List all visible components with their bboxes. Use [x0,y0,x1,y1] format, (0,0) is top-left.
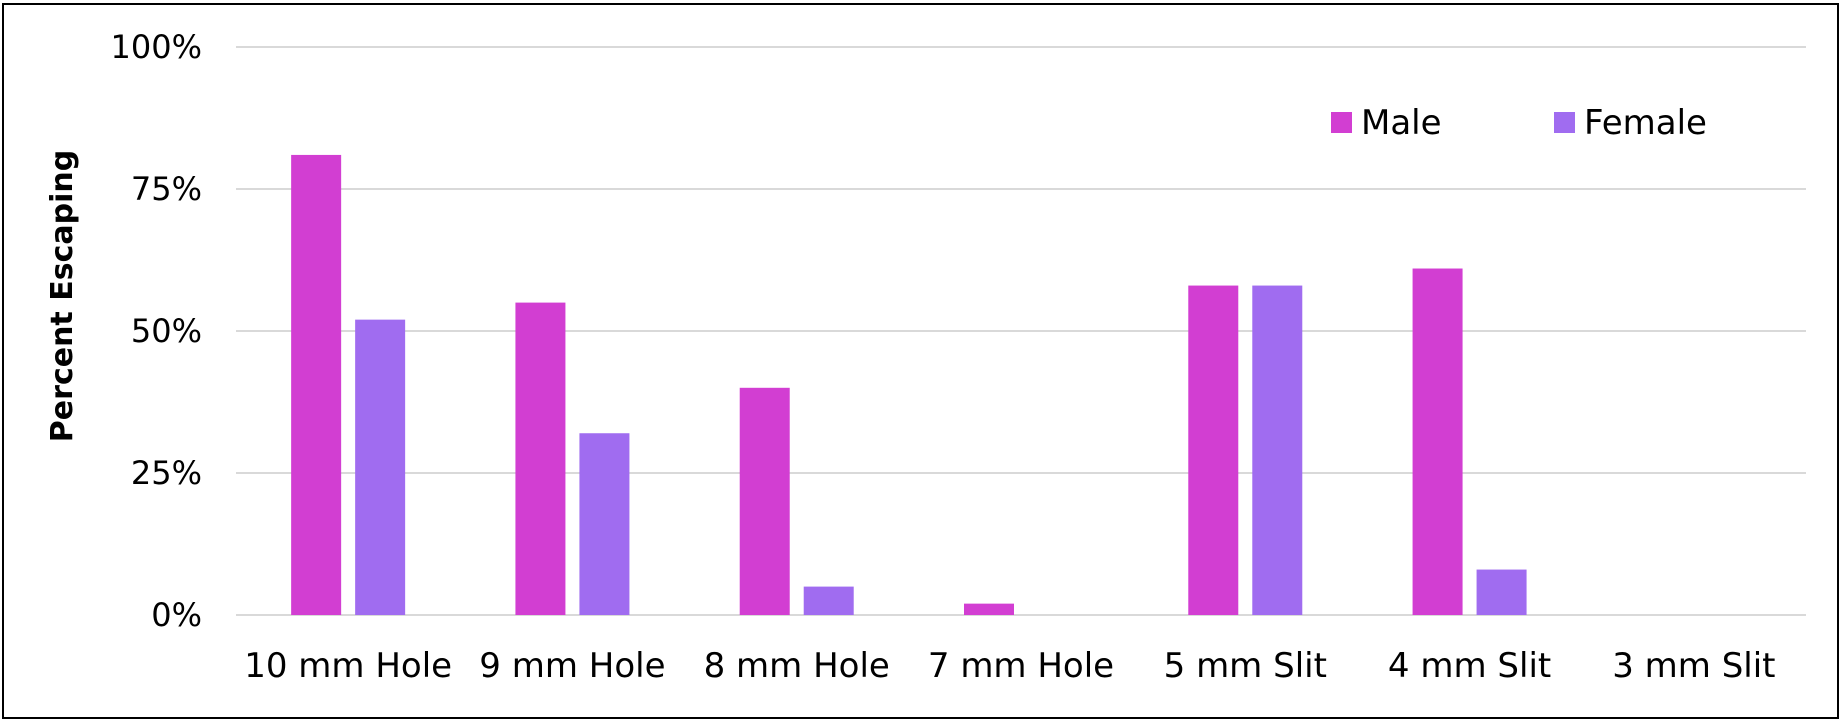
x-tick-label: 3 mm Slit [1612,646,1775,686]
x-tick-label: 5 mm Slit [1164,646,1327,686]
x-tick-label: 9 mm Hole [479,646,665,686]
y-tick-label: 100% [111,28,202,66]
bar-male-1 [515,302,566,615]
legend-label-female: Female [1584,103,1707,143]
x-tick-label: 4 mm Slit [1388,646,1551,686]
chart-frame: 0% 25% 50% 75% 100% 10 mm Hole 9 mm Hole 8 mm … [2,3,1839,719]
x-tick-label: 8 mm Hole [704,646,890,686]
bar-female-2 [803,586,854,615]
bar-male-2 [739,387,790,615]
legend-label-male: Male [1361,103,1442,143]
bar-male-4 [1188,285,1239,615]
x-axis-ticks: 10 mm Hole 9 mm Hole 8 mm Hole 7 mm Hole 5 m… [244,646,1775,686]
legend-swatch-male [1331,112,1352,133]
bar-chart: 0% 25% 50% 75% 100% 10 mm Hole 9 mm Hole 8 mm … [45,28,1806,686]
y-tick-label: 75% [131,170,202,208]
y-tick-label: 0% [151,596,202,634]
y-tick-label: 50% [131,312,202,350]
bars [291,154,1527,616]
y-axis-ticks: 0% 25% 50% 75% 100% [111,28,202,634]
y-tick-label: 25% [131,454,202,492]
bar-female-0 [355,319,406,615]
bar-female-5 [1476,569,1527,615]
bar-female-4 [1252,285,1303,615]
x-tick-label: 10 mm Hole [244,646,452,686]
x-tick-label: 7 mm Hole [928,646,1114,686]
legend-swatch-female [1554,112,1575,133]
legend: Male Female [1331,103,1707,143]
bar-female-1 [579,433,630,615]
y-axis-label: Percent Escaping [45,150,80,442]
bar-male-3 [964,603,1014,615]
bar-male-5 [1412,268,1463,615]
gridlines [236,46,1806,616]
bar-male-0 [291,154,342,616]
